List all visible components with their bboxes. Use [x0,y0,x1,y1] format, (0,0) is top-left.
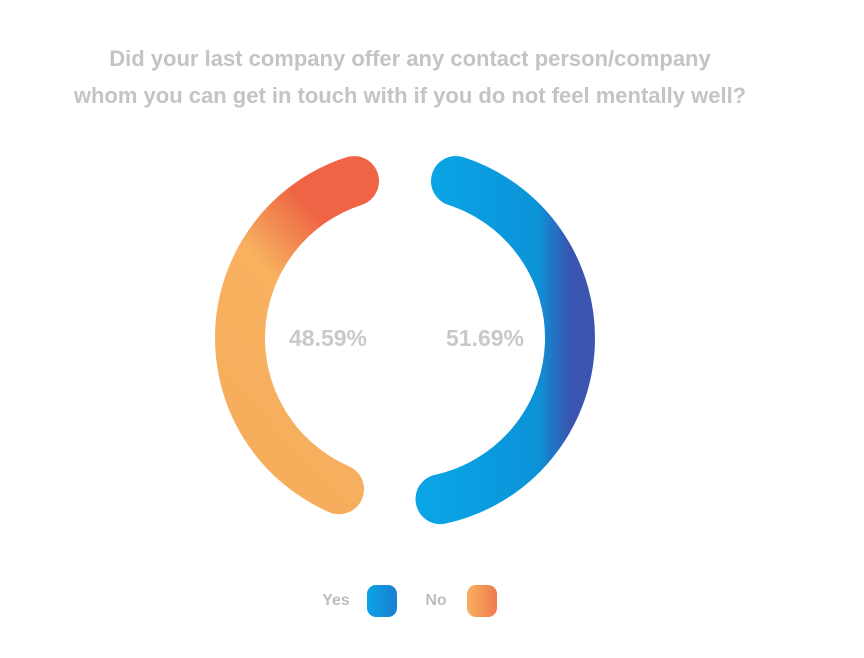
value-label: 51.69% [446,325,524,351]
legend-swatch [467,585,497,617]
legend-swatch [367,585,397,617]
donut-segment [215,156,380,515]
value-label: 48.59% [289,325,367,351]
legend-label: No [425,592,447,609]
chart-title: whom you can get in touch with if you do… [73,83,746,108]
legend-label: Yes [322,592,350,609]
chart-title: Did your last company offer any contact … [109,46,711,71]
donut-segment [415,156,595,525]
